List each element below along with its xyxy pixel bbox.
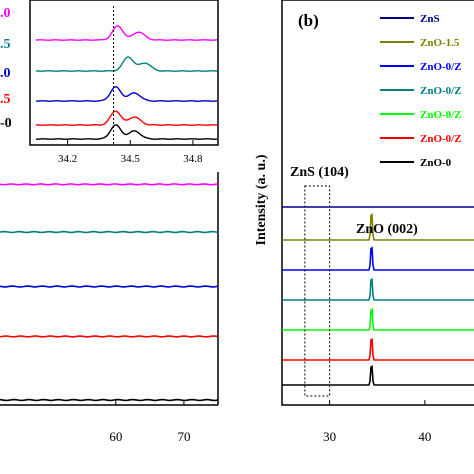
inset-traces <box>35 6 218 145</box>
left-series-line-2 <box>0 285 219 288</box>
inset-series-line-0 <box>35 25 218 41</box>
zns-highlight-box <box>304 185 331 397</box>
right-series-line-4 <box>282 307 474 331</box>
right-legend: ZnS ZnO-1.5 ZnO-0/Z ZnO-0/Z ZnO-0/Z ZnO-0/Z Zn… <box>380 13 462 169</box>
left-series-line-4 <box>0 398 219 402</box>
left-x-tick-label-0: 60 <box>109 429 122 444</box>
right-x-tick-label-0: 30 <box>323 429 336 444</box>
annotation-zno-002: ZnO (002) <box>356 222 418 237</box>
right-legend-label-1: ZnO-1.5 <box>420 37 460 49</box>
inset-x-tick-label-1: 34.5 <box>121 153 141 165</box>
right-series-line-3 <box>282 277 474 301</box>
inset-frame <box>29 0 219 146</box>
inset-series-line-4 <box>36 124 218 140</box>
annotation-zns-104: ZnS (104) <box>290 165 349 180</box>
left-panel: 60 70 34.2 34.5 34.8 .0 .5 .0 .5 -0 <box>0 0 219 444</box>
right-x-ticks: 30 40 <box>323 400 431 444</box>
right-plot-frame <box>281 0 474 406</box>
inset-x-tick-label-0: 34.2 <box>58 153 77 165</box>
right-legend-label-0: ZnS <box>420 13 440 25</box>
right-legend-label-4: ZnO-0/Z <box>420 109 462 121</box>
y-axis-label: Intensity (a. u.) <box>254 154 269 245</box>
inset-legend-fragments: .0 .5 .0 .5 -0 <box>0 6 12 131</box>
right-legend-label-5: ZnO-0/Z <box>420 133 462 145</box>
right-legend-label-2: ZnO-0/Z <box>420 61 462 73</box>
left-series-line-3 <box>0 335 219 338</box>
left-series-line-1 <box>0 230 219 234</box>
right-traces <box>282 206 474 386</box>
inset-legend-fragment-3: .5 <box>0 92 11 107</box>
left-x-ticks: 60 70 <box>109 400 190 444</box>
right-legend-label-3: ZnO-0/Z <box>420 85 462 97</box>
right-x-tick-label-1: 40 <box>418 429 431 444</box>
inset-series-line-1 <box>35 56 218 72</box>
left-series-line-0 <box>0 183 219 186</box>
right-series-line-5 <box>282 337 474 361</box>
right-legend-label-6: ZnO-0 <box>420 157 452 169</box>
inset-legend-fragment-4: -0 <box>0 116 12 131</box>
inset-legend-fragment-1: .5 <box>0 37 11 52</box>
panel-label-b: (b) <box>298 11 319 30</box>
inset-x-tick-label-2: 34.8 <box>183 153 203 165</box>
right-series-line-6 <box>282 365 474 386</box>
right-panel: (b) Intensity (a. u.) ZnS (104) ZnO (002… <box>254 0 474 444</box>
inset-x-ticks: 34.2 34.5 34.8 <box>58 140 203 165</box>
right-series-line-1 <box>282 212 474 241</box>
left-main-traces <box>0 183 219 402</box>
right-series-line-2 <box>282 246 474 271</box>
left-x-tick-label-1: 70 <box>177 429 190 444</box>
inset-series-line-2 <box>36 85 218 102</box>
inset-legend-fragment-2: .0 <box>0 66 11 81</box>
inset-legend-fragment-0: .0 <box>0 6 11 21</box>
inset-series-line-3 <box>36 110 218 126</box>
